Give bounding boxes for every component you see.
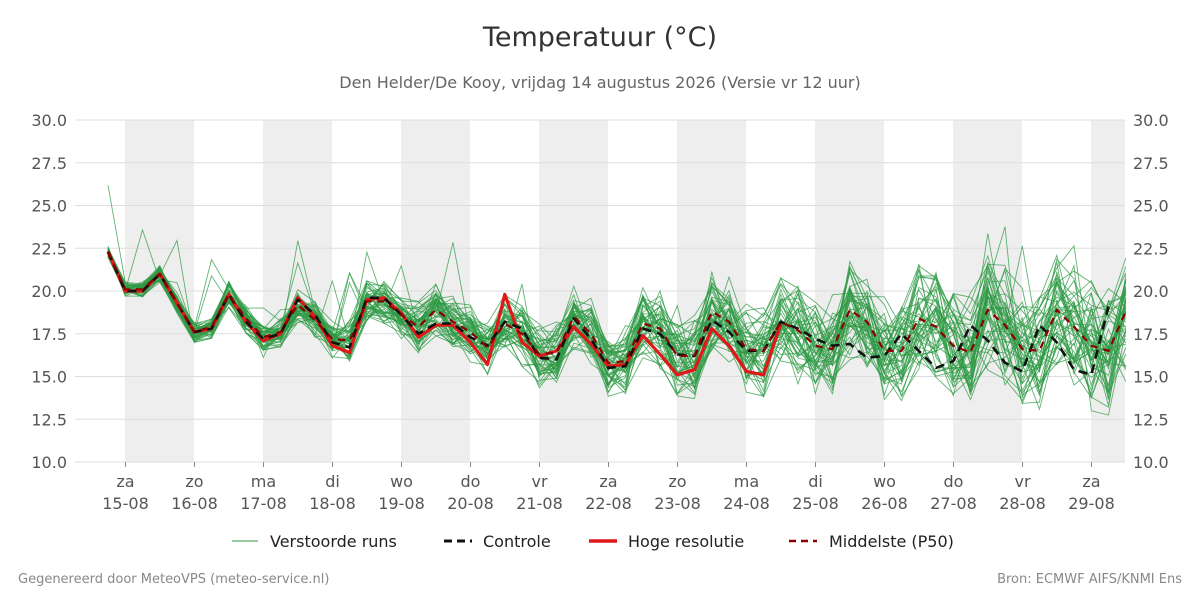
x-tick-date: 23-08 xyxy=(654,494,701,513)
y-tick-label: 12.5 xyxy=(1133,410,1169,429)
x-tick-day: vr xyxy=(531,472,547,491)
x-tick-date: 22-08 xyxy=(585,494,632,513)
y-tick-label: 15.0 xyxy=(1133,368,1169,387)
x-tick-date: 16-08 xyxy=(171,494,218,513)
x-tick-date: 28-08 xyxy=(999,494,1046,513)
ensemble-member-line xyxy=(107,250,1127,401)
y-tick-label: 10.0 xyxy=(1133,453,1169,472)
y-tick-label: 27.5 xyxy=(1133,154,1169,173)
x-tick-day: di xyxy=(808,472,823,491)
legend-median-label: Middelste (P50) xyxy=(829,532,954,551)
legend-control-label: Controle xyxy=(483,532,551,551)
legend-ensemble-label: Verstoorde runs xyxy=(270,532,397,551)
x-tick-date: 24-08 xyxy=(723,494,770,513)
y-tick-label: 17.5 xyxy=(31,325,67,344)
x-tick-date: 17-08 xyxy=(240,494,287,513)
y-tick-label: 30.0 xyxy=(31,111,67,130)
x-tick-date: 25-08 xyxy=(792,494,839,513)
x-tick-date: 29-08 xyxy=(1068,494,1115,513)
y-tick-label: 12.5 xyxy=(31,410,67,429)
x-tick-date: 26-08 xyxy=(861,494,908,513)
footer-source: Bron: ECMWF AIFS/KNMI Ens xyxy=(997,572,1182,587)
ensemble-member-line xyxy=(107,255,1127,394)
y-axis-right: 10.0 12.5 15.0 17.5 20.0 22.5 25.0 27.5 30.0 xyxy=(1133,111,1169,472)
x-tick-day: wo xyxy=(873,472,896,491)
y-axis-left: 10.0 12.5 15.0 17.5 20.0 22.5 25.0 27.5 30.0 xyxy=(31,111,67,472)
x-tick-date: 20-08 xyxy=(447,494,494,513)
x-tick-day: vr xyxy=(1014,472,1030,491)
x-tick-day: do xyxy=(461,472,481,491)
x-tick-day: ma xyxy=(734,472,759,491)
x-tick-date: 18-08 xyxy=(309,494,356,513)
series-line-middelste-p50 xyxy=(107,251,1127,364)
y-tick-label: 15.0 xyxy=(31,368,67,387)
x-tick-date: 27-08 xyxy=(930,494,977,513)
y-tick-label: 17.5 xyxy=(1133,325,1169,344)
x-tick-day: ma xyxy=(251,472,276,491)
x-tick-day: di xyxy=(325,472,340,491)
legend: Verstoorde runs Controle Hoge resolutie … xyxy=(232,532,954,551)
y-tick-label: 30.0 xyxy=(1133,111,1169,130)
x-tick-day: za xyxy=(599,472,617,491)
chart-title: Temperatuur (°C) xyxy=(482,22,718,53)
ensemble-member-line xyxy=(107,256,1127,416)
ensemble-member-line xyxy=(107,248,1127,392)
x-tick-date: 19-08 xyxy=(378,494,425,513)
x-tick-day: wo xyxy=(390,472,413,491)
x-tick-day: zo xyxy=(185,472,203,491)
main-series xyxy=(106,251,1127,377)
y-tick-label: 22.5 xyxy=(31,239,67,258)
legend-hires-label: Hoge resolutie xyxy=(628,532,744,551)
x-tick-day: za xyxy=(116,472,134,491)
x-tick-day: za xyxy=(1082,472,1100,491)
y-tick-label: 22.5 xyxy=(1133,239,1169,258)
x-tick-day: zo xyxy=(668,472,686,491)
y-tick-label: 10.0 xyxy=(31,453,67,472)
ensemble-member-line xyxy=(107,256,1127,391)
ensemble-member-line xyxy=(107,253,1127,377)
y-tick-label: 25.0 xyxy=(1133,197,1169,216)
y-tick-label: 25.0 xyxy=(31,197,67,216)
series-line-controle xyxy=(106,251,1110,377)
footer-generator: Gegenereerd door MeteoVPS (meteo-service… xyxy=(18,572,330,587)
y-tick-label: 20.0 xyxy=(31,282,67,301)
x-tick-date: 15-08 xyxy=(102,494,149,513)
ensemble-member-line xyxy=(107,249,1127,394)
y-tick-label: 20.0 xyxy=(1133,282,1169,301)
y-tick-label: 27.5 xyxy=(31,154,67,173)
x-tick-date: 21-08 xyxy=(516,494,563,513)
chart-subtitle: Den Helder/De Kooy, vrijdag 14 augustus … xyxy=(339,73,861,92)
x-axis: za 15-08 zo 16-08 ma 17-08 di 18-08 wo 19-08 do 20-… xyxy=(102,462,1115,513)
x-tick-day: do xyxy=(944,472,964,491)
